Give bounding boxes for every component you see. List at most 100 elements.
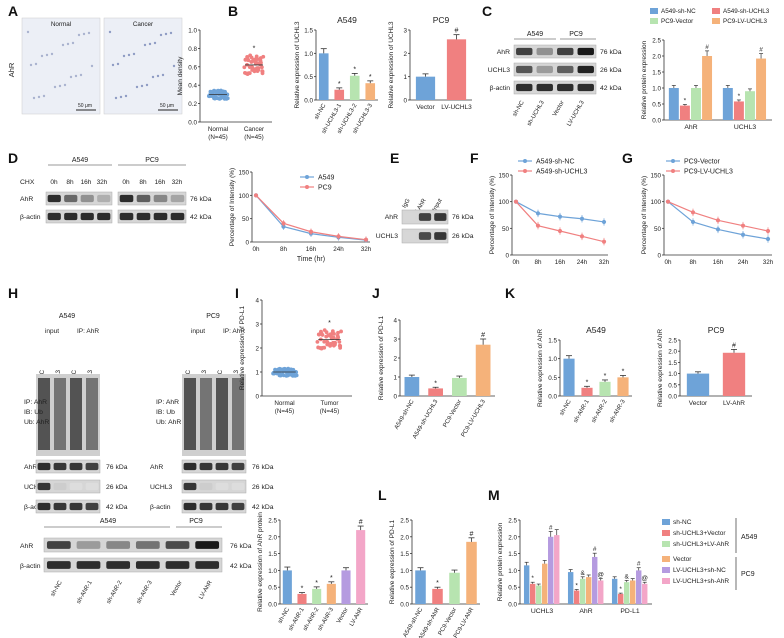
y-tick-label: 1.5	[668, 360, 677, 367]
legend-label: PC9	[318, 185, 332, 192]
y-tick-label: 0.0	[400, 602, 409, 609]
ub-smear-lane	[232, 378, 244, 450]
x-tick-label: 16h	[306, 246, 317, 253]
y-tick-label: 1.5	[304, 28, 313, 35]
blot-band-strip	[181, 459, 247, 474]
ip-label: IP: AhR	[156, 399, 179, 406]
panel-label-D: D	[8, 150, 18, 166]
x-tick-label: LV-AhR	[723, 400, 745, 407]
bar	[349, 75, 360, 100]
bar	[592, 556, 598, 604]
y-tick-label: 50	[242, 216, 250, 223]
lane-label: LV-AhR	[198, 579, 214, 600]
lane-label: sh-AhR-3	[136, 579, 154, 605]
data-point	[249, 60, 254, 64]
cell-speck	[42, 94, 46, 98]
x-tick-label: (N=45)	[275, 408, 294, 415]
bar	[475, 344, 491, 396]
legend-label: A549	[318, 175, 334, 182]
y-tick-label: 0.0	[268, 602, 277, 609]
blot-band-strip	[401, 228, 449, 244]
cell-speck	[143, 43, 147, 47]
cell-speck	[29, 63, 33, 67]
y-tick-label: 1.5	[508, 551, 517, 558]
y-tick-label: 2.0	[268, 534, 277, 541]
data-point	[246, 71, 251, 76]
cell-line-label: A549	[100, 518, 116, 525]
y-tick-label: 2.5	[668, 338, 677, 345]
ub-smear-lane	[70, 378, 82, 450]
legend-marker	[305, 185, 309, 189]
significance-mark: *	[330, 575, 333, 582]
y-tick-label: 1	[393, 375, 397, 382]
cell-speck	[161, 73, 165, 77]
significance-mark: *	[338, 81, 341, 88]
data-point	[249, 55, 254, 60]
data-point	[315, 340, 320, 344]
legend-swatch	[662, 530, 670, 536]
significance-mark: #	[455, 28, 459, 35]
x-tick-label: 8h	[689, 259, 697, 266]
blot-band-strip	[45, 209, 113, 224]
y-tick-label: 0.8	[188, 46, 197, 53]
y-tick-label: 4	[255, 298, 259, 305]
time-label: 32h	[172, 179, 183, 186]
ip-label: IP: AhR	[24, 399, 47, 406]
blot-row-label: UCHL3	[376, 233, 399, 240]
y-axis-label: Relative expression of AhR protein	[257, 512, 264, 612]
legend-swatch	[650, 8, 658, 14]
group-label: IP: AhR	[77, 328, 99, 335]
cell-speck	[79, 73, 83, 77]
y-tick-label: 1.5	[400, 551, 409, 558]
x-tick-label: (N=45)	[320, 408, 339, 415]
time-label: 8h	[66, 179, 74, 186]
kda-label: 76 kDa	[106, 464, 128, 471]
data-point	[317, 332, 322, 337]
panel-label-I: I	[235, 285, 239, 301]
kda-label: 76 kDa	[452, 214, 474, 221]
significance-mark: #	[705, 44, 709, 51]
y-tick-label: 1.0	[400, 568, 409, 575]
y-tick-label: 1.5	[548, 338, 557, 345]
y-tick-label: 2	[393, 356, 397, 363]
data-point	[281, 367, 286, 372]
data-point	[208, 89, 213, 94]
legend-marker	[523, 159, 527, 163]
significance-mark: *	[604, 373, 607, 380]
lane-label: sh-AhR-2	[106, 579, 124, 605]
time-label: 16h	[81, 179, 92, 186]
y-tick-label: 0.5	[304, 74, 313, 81]
bar	[617, 593, 624, 604]
cell-speck	[87, 31, 91, 35]
y-axis-label: Relative expression of UCHL3	[294, 21, 301, 108]
legend-group-label: A549	[741, 534, 757, 541]
y-axis-label: Mean density	[177, 56, 184, 95]
image-title: Normal	[51, 21, 71, 28]
kda-label: 42 kDa	[600, 85, 622, 92]
x-tick-label: UCHL3	[734, 124, 757, 131]
cell-speck	[153, 41, 157, 45]
x-tick-label: sh-AhR-3	[609, 398, 627, 424]
x-tick-label: Vector	[336, 607, 350, 625]
data-point	[335, 337, 339, 341]
cell-speck	[122, 54, 126, 58]
y-tick-label: 150	[238, 170, 249, 177]
y-tick-label: 0.5	[548, 375, 557, 382]
y-tick-label: 0.0	[652, 118, 661, 125]
significance-mark: @	[597, 572, 604, 579]
significance-mark: *	[301, 586, 304, 593]
data-point	[324, 334, 329, 339]
y-axis-label: Relative protein expression	[641, 40, 648, 119]
cell-line-label: PC9	[189, 518, 203, 525]
lane-label: IgG	[402, 198, 412, 210]
significance-mark: *	[315, 580, 318, 587]
ub-smear-lane	[184, 378, 196, 450]
data-point	[207, 94, 212, 99]
blot-band-strip	[181, 499, 247, 514]
significance-mark: #	[470, 531, 474, 538]
significance-mark: #	[549, 524, 553, 531]
y-tick-label: 0	[505, 253, 509, 260]
data-point	[332, 331, 336, 336]
y-tick-label: 0	[255, 394, 259, 401]
cell-speck	[127, 53, 131, 57]
